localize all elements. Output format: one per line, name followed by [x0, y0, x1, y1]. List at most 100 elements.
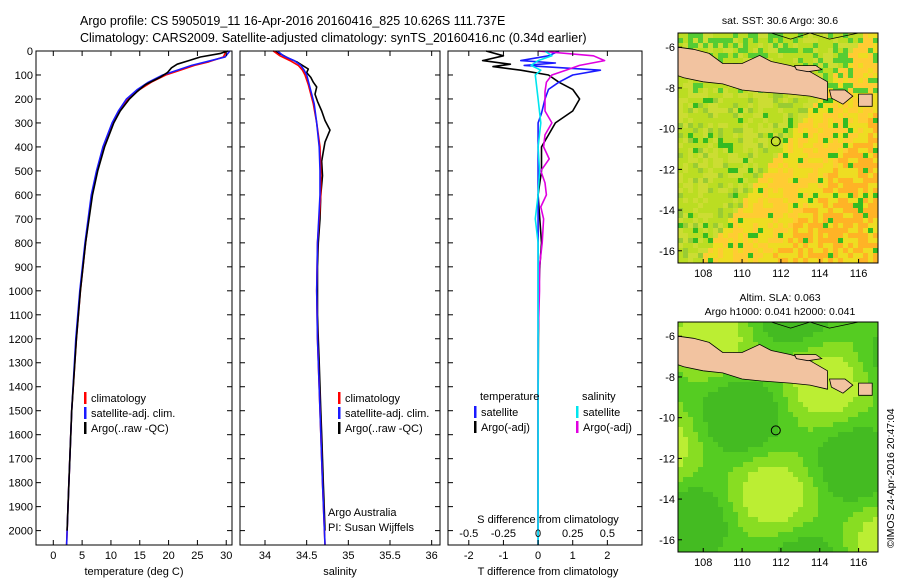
- map-cell: [858, 347, 863, 352]
- map-cell: [718, 372, 723, 377]
- map-cell: [698, 372, 703, 377]
- map-cell: [813, 447, 818, 452]
- map-cell: [843, 482, 848, 487]
- map-cell: [858, 532, 863, 537]
- map-cell: [873, 417, 878, 422]
- map-cell: [778, 163, 783, 168]
- map-cell: [783, 457, 788, 462]
- map-cell: [793, 432, 798, 437]
- map-cell: [763, 123, 768, 128]
- map-cell: [748, 128, 753, 133]
- map-cell: [733, 113, 738, 118]
- map-cell: [713, 457, 718, 462]
- map-cell: [818, 203, 823, 208]
- map-cell: [843, 183, 848, 188]
- difference-top-xlabel: S difference from climatology: [477, 514, 619, 526]
- map-cell: [798, 387, 803, 392]
- map-cell: [858, 452, 863, 457]
- map-cell: [788, 487, 793, 492]
- map-cell: [773, 108, 778, 113]
- legend-label: satellite-adj. clim.: [91, 408, 175, 420]
- map-cell: [773, 417, 778, 422]
- map-cell: [853, 103, 858, 108]
- map-cell: [868, 118, 873, 123]
- map-cell: [718, 153, 723, 158]
- map-cell: [748, 248, 753, 253]
- map-cell: [813, 337, 818, 342]
- map-cell: [708, 517, 713, 522]
- map-cell: [713, 98, 718, 103]
- map-cell: [688, 457, 693, 462]
- map-cell: [873, 233, 878, 238]
- map-cell: [768, 238, 773, 243]
- map-cell: [763, 427, 768, 432]
- map-cell: [683, 452, 688, 457]
- map-cell: [868, 38, 873, 43]
- map-cell: [768, 342, 773, 347]
- map-cell: [683, 502, 688, 507]
- map-cell: [718, 532, 723, 537]
- map-cell: [783, 38, 788, 43]
- map-cell: [783, 48, 788, 53]
- map-cell: [708, 118, 713, 123]
- map-cell: [803, 342, 808, 347]
- map-cell: [733, 193, 738, 198]
- map-cell: [783, 98, 788, 103]
- map-cell: [858, 427, 863, 432]
- map-cell: [863, 148, 868, 153]
- map-cell: [708, 33, 713, 38]
- map-cell: [768, 223, 773, 228]
- map-cell: [713, 387, 718, 392]
- map-cell: [833, 78, 838, 83]
- map-cell: [758, 123, 763, 128]
- map-cell: [828, 432, 833, 437]
- map-cell: [868, 53, 873, 58]
- map-cell: [828, 467, 833, 472]
- map-cell: [838, 258, 843, 263]
- map-cell: [748, 163, 753, 168]
- map-cell: [833, 427, 838, 432]
- map-cell: [703, 322, 708, 327]
- map-cell: [758, 477, 763, 482]
- map-cell: [863, 407, 868, 412]
- argo-position-marker: [770, 136, 781, 147]
- map-cell: [818, 213, 823, 218]
- map-cell: [813, 168, 818, 173]
- map-cell: [768, 407, 773, 412]
- map-cell: [813, 332, 818, 337]
- map-cell: [688, 522, 693, 527]
- map-cell: [723, 48, 728, 53]
- map-cell: [678, 153, 683, 158]
- map-cell: [723, 233, 728, 238]
- difference-xlabel: T difference from climatology: [478, 566, 619, 578]
- map-cell: [843, 432, 848, 437]
- map-cell: [798, 522, 803, 527]
- map-cell: [678, 542, 683, 547]
- map-cell: [708, 482, 713, 487]
- map-cell: [793, 532, 798, 537]
- legend-label: satellite: [583, 407, 620, 419]
- map-cell: [738, 53, 743, 58]
- map-cell: [743, 223, 748, 228]
- map-cell: [853, 342, 858, 347]
- map-cell: [773, 118, 778, 123]
- map-cell: [853, 248, 858, 253]
- map-cell: [708, 123, 713, 128]
- map-cell: [803, 437, 808, 442]
- map-cell: [768, 253, 773, 258]
- map-cell: [748, 138, 753, 143]
- map-cell: [723, 183, 728, 188]
- map-cell: [718, 452, 723, 457]
- map-cell: [818, 118, 823, 123]
- map-cell: [818, 138, 823, 143]
- map-cell: [863, 487, 868, 492]
- map-cell: [818, 258, 823, 263]
- map-cell: [843, 367, 848, 372]
- map-cell: [713, 512, 718, 517]
- map-cell: [858, 537, 863, 542]
- map-cell: [813, 397, 818, 402]
- map-cell: [743, 502, 748, 507]
- map-cell: [833, 43, 838, 48]
- map-cell: [868, 372, 873, 377]
- map-cell: [758, 507, 763, 512]
